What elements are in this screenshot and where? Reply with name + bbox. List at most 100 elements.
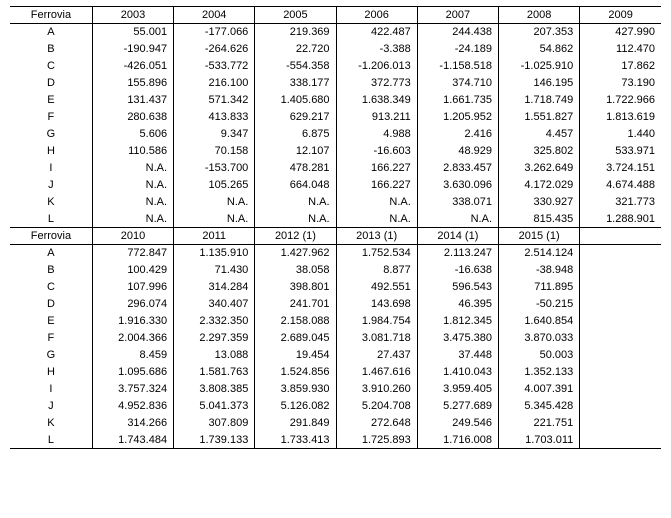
cell-value: 913.211	[336, 109, 417, 126]
table-row: G8.45913.08819.45427.43737.44850.003	[10, 347, 661, 364]
row-label: G	[10, 347, 92, 364]
cell-value: 413.833	[174, 109, 255, 126]
ferrovia-table: Ferrovia 2003 2004 2005 2006 2007 2008 2…	[10, 6, 661, 449]
cell-value: 422.487	[336, 24, 417, 41]
cell-value: 3.262.649	[499, 160, 580, 177]
cell-value: 244.438	[417, 24, 498, 41]
cell-value: -264.626	[174, 41, 255, 58]
cell-value: 314.266	[92, 415, 173, 432]
cell-value: 398.801	[255, 279, 336, 296]
cell-value: 478.281	[255, 160, 336, 177]
cell-value: 3.757.324	[92, 381, 173, 398]
cell-value: 3.859.930	[255, 381, 336, 398]
cell-value: 1.581.763	[174, 364, 255, 381]
table-row: JN.A.105.265664.048166.2273.630.0964.172…	[10, 177, 661, 194]
table-row: G5.6069.3476.8754.9882.4164.4571.440	[10, 126, 661, 143]
row-label: J	[10, 398, 92, 415]
header-year: 2008	[499, 7, 580, 24]
cell-empty	[580, 279, 661, 296]
cell-value: 5.204.708	[336, 398, 417, 415]
cell-value: -16.638	[417, 262, 498, 279]
cell-value: 55.001	[92, 24, 173, 41]
table-row: D155.896216.100338.177372.773374.710146.…	[10, 75, 661, 92]
table-row: J4.952.8365.041.3735.126.0825.204.7085.2…	[10, 398, 661, 415]
table-row: A772.8471.135.9101.427.9621.752.5342.113…	[10, 245, 661, 262]
table1-header: Ferrovia 2003 2004 2005 2006 2007 2008 2…	[10, 7, 661, 24]
cell-value: 38.058	[255, 262, 336, 279]
table-row: F280.638413.833629.217913.2111.205.9521.…	[10, 109, 661, 126]
cell-value: 12.107	[255, 143, 336, 160]
cell-value: 3.630.096	[417, 177, 498, 194]
header-year: 2003	[92, 7, 173, 24]
row-label: D	[10, 75, 92, 92]
cell-value: N.A.	[255, 194, 336, 211]
cell-value: 291.849	[255, 415, 336, 432]
cell-value: -1.158.518	[417, 58, 498, 75]
cell-value: 1.467.616	[336, 364, 417, 381]
table-row: H110.58670.15812.107-16.60348.929325.802…	[10, 143, 661, 160]
header-year: 2014 (1)	[417, 228, 498, 245]
cell-value: 2.416	[417, 126, 498, 143]
header-year: 2006	[336, 7, 417, 24]
header-ferrovia: Ferrovia	[10, 228, 92, 245]
row-label: F	[10, 109, 92, 126]
cell-value: 4.952.836	[92, 398, 173, 415]
cell-value: N.A.	[417, 211, 498, 228]
cell-value: 1.716.008	[417, 432, 498, 449]
cell-value: -190.947	[92, 41, 173, 58]
cell-value: 1.135.910	[174, 245, 255, 262]
cell-value: 4.172.029	[499, 177, 580, 194]
row-label: D	[10, 296, 92, 313]
cell-value: 1.703.011	[499, 432, 580, 449]
row-label: A	[10, 24, 92, 41]
cell-value: 338.177	[255, 75, 336, 92]
cell-value: 272.648	[336, 415, 417, 432]
cell-value: N.A.	[92, 194, 173, 211]
cell-value: 1.405.680	[255, 92, 336, 109]
cell-value: -1.025.910	[499, 58, 580, 75]
cell-value: -3.388	[336, 41, 417, 58]
cell-value: 2.332.350	[174, 313, 255, 330]
table-row: IN.A.-153.700478.281166.2272.833.4573.26…	[10, 160, 661, 177]
cell-value: -426.051	[92, 58, 173, 75]
cell-value: 241.701	[255, 296, 336, 313]
cell-value: 1.752.534	[336, 245, 417, 262]
cell-value: -24.189	[417, 41, 498, 58]
cell-value: 73.190	[580, 75, 661, 92]
cell-empty	[580, 432, 661, 449]
header-year: 2010	[92, 228, 173, 245]
table-row: B100.42971.43038.0588.877-16.638-38.948	[10, 262, 661, 279]
cell-value: 1.739.133	[174, 432, 255, 449]
cell-value: 815.435	[499, 211, 580, 228]
cell-value: 664.048	[255, 177, 336, 194]
row-label: G	[10, 126, 92, 143]
cell-value: 4.988	[336, 126, 417, 143]
header-year: 2013 (1)	[336, 228, 417, 245]
cell-value: 221.751	[499, 415, 580, 432]
cell-value: 54.862	[499, 41, 580, 58]
cell-value: N.A.	[92, 160, 173, 177]
cell-value: 571.342	[174, 92, 255, 109]
cell-value: 107.996	[92, 279, 173, 296]
cell-value: 17.862	[580, 58, 661, 75]
row-label: E	[10, 92, 92, 109]
cell-value: 110.586	[92, 143, 173, 160]
cell-value: 4.457	[499, 126, 580, 143]
row-label: J	[10, 177, 92, 194]
cell-value: 37.448	[417, 347, 498, 364]
cell-value: 6.875	[255, 126, 336, 143]
cell-value: 27.437	[336, 347, 417, 364]
cell-value: 2.004.366	[92, 330, 173, 347]
cell-value: 9.347	[174, 126, 255, 143]
cell-value: 48.929	[417, 143, 498, 160]
cell-value: -153.700	[174, 160, 255, 177]
table-row: LN.A.N.A.N.A.N.A.N.A.815.4351.288.901	[10, 211, 661, 228]
cell-value: 1.661.735	[417, 92, 498, 109]
cell-value: 330.927	[499, 194, 580, 211]
cell-value: 374.710	[417, 75, 498, 92]
cell-value: 4.674.488	[580, 177, 661, 194]
cell-value: N.A.	[336, 194, 417, 211]
cell-value: 1.743.484	[92, 432, 173, 449]
cell-value: 131.437	[92, 92, 173, 109]
cell-value: 314.284	[174, 279, 255, 296]
